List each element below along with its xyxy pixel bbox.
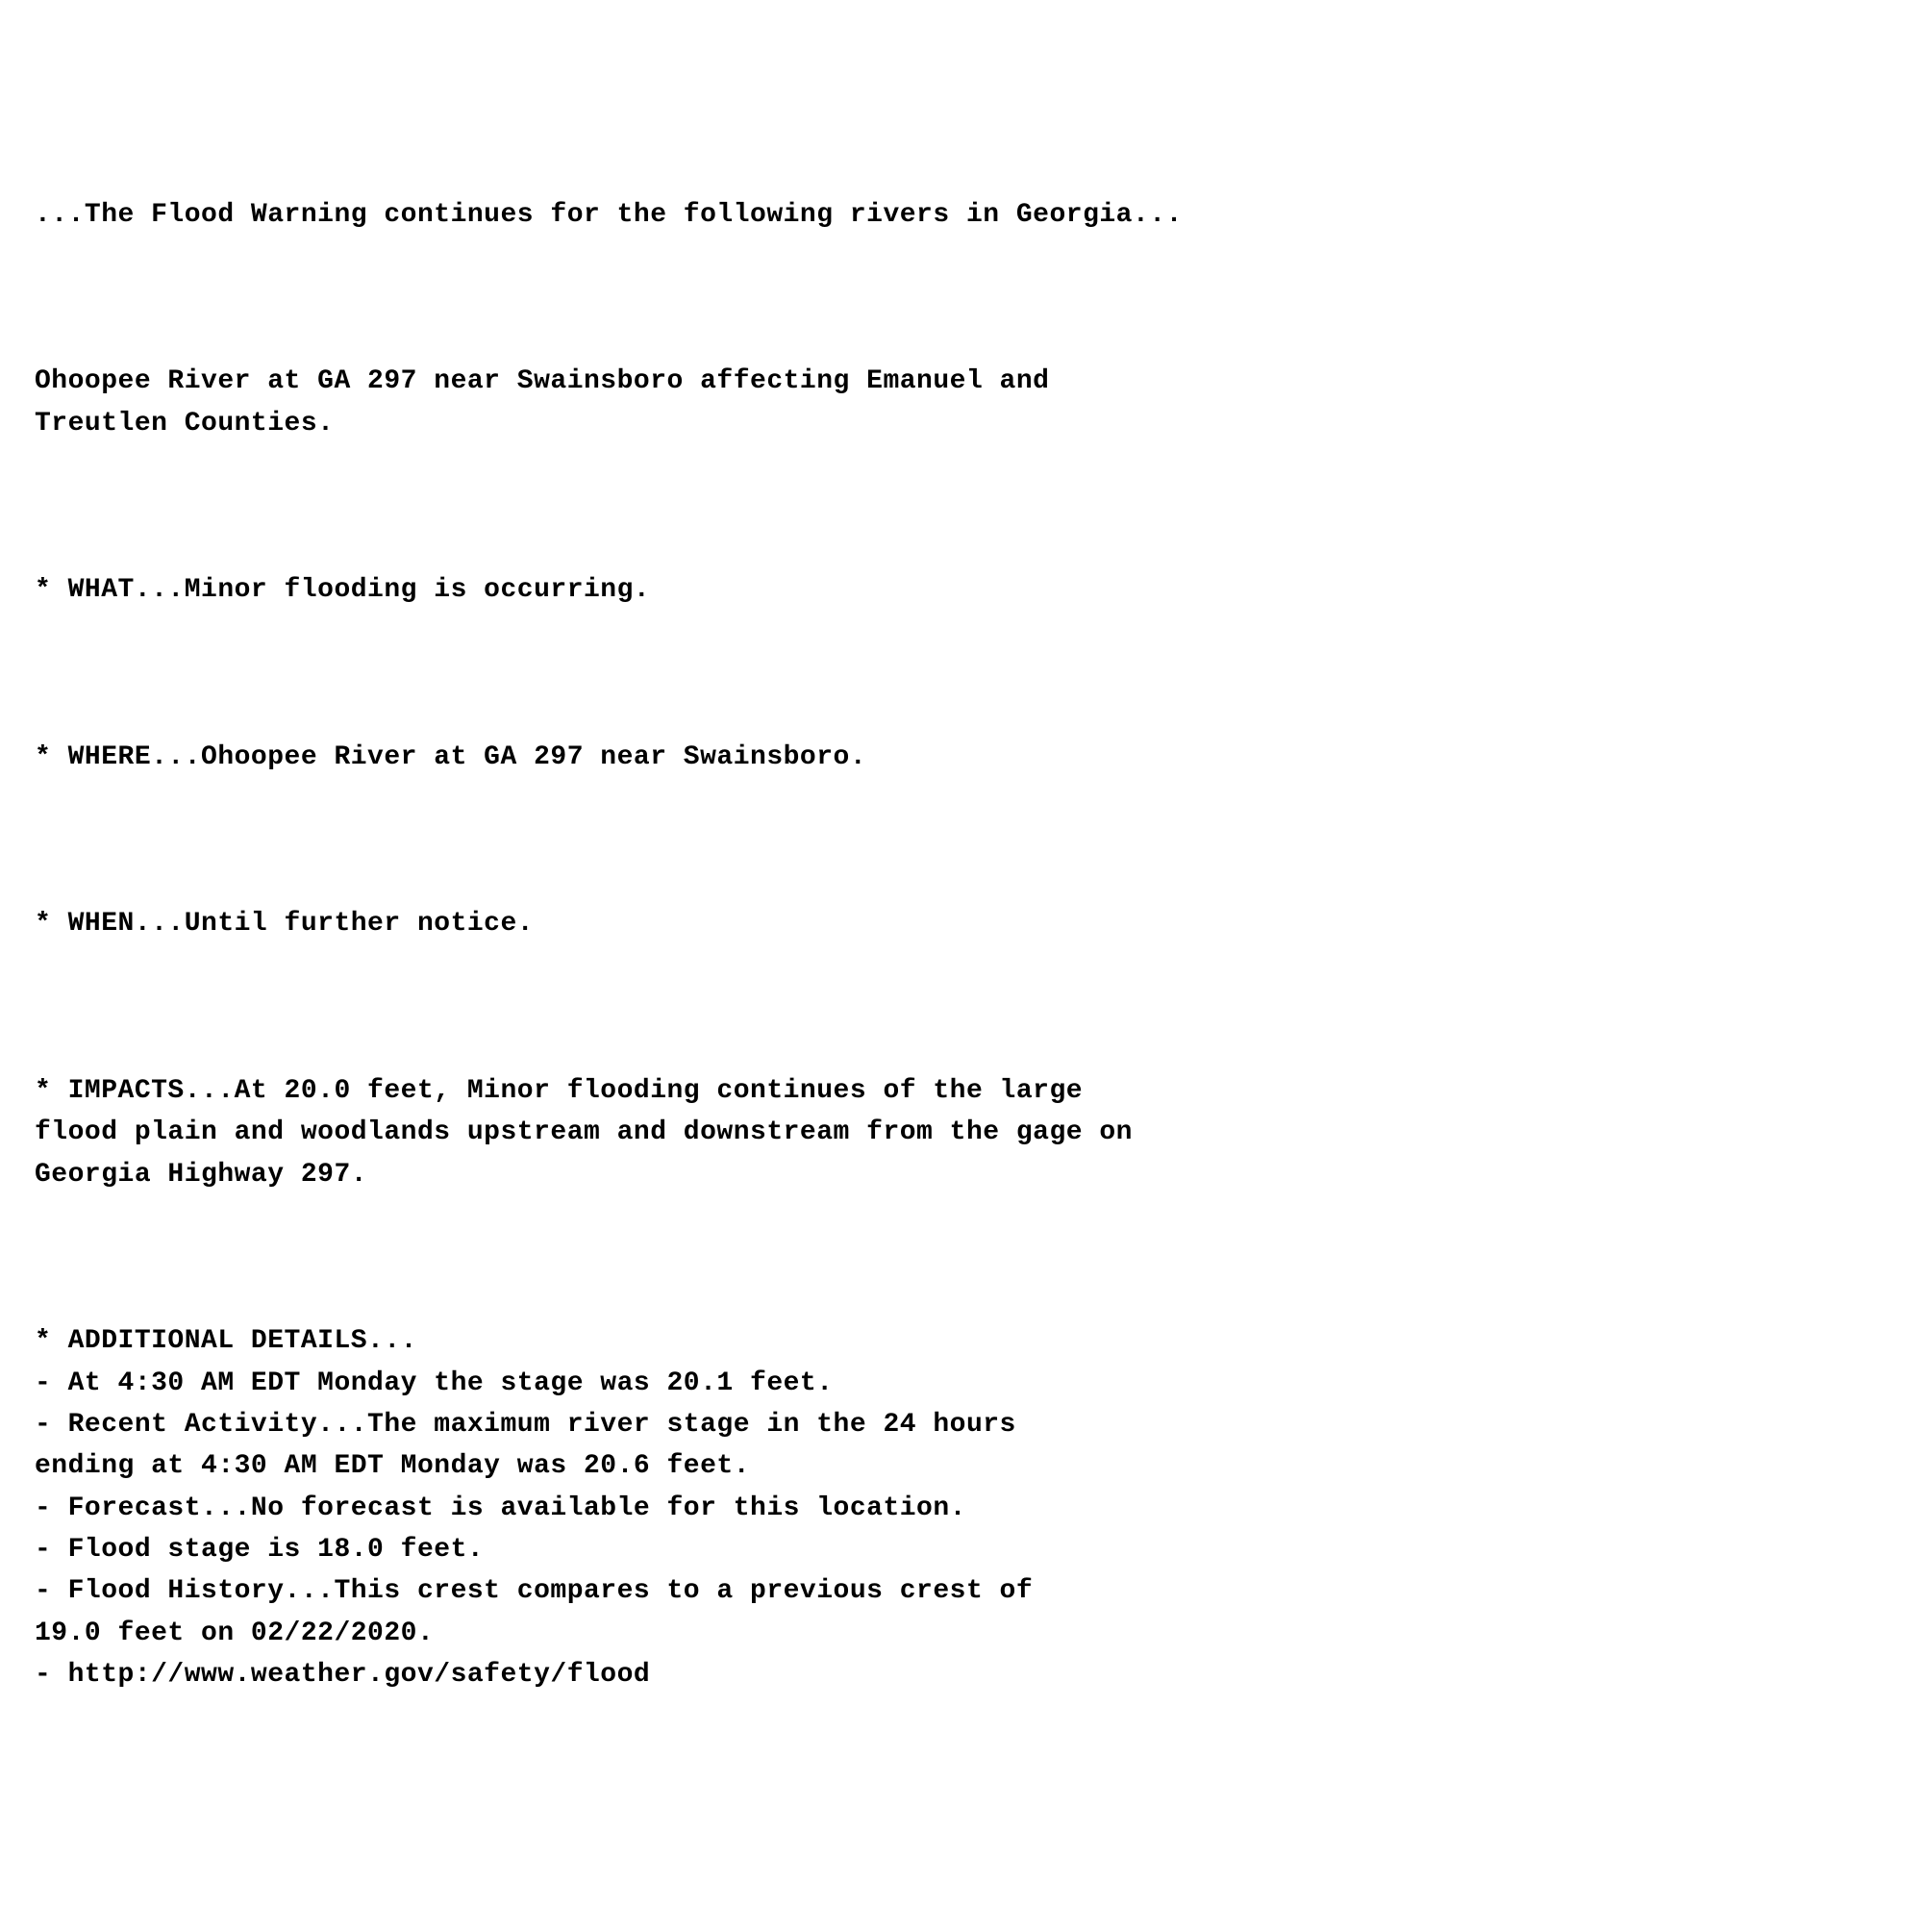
section-where: * WHERE...Ohoopee River at GA 297 near S… (35, 737, 1888, 778)
section-what: * WHAT...Minor flooding is occurring. (35, 569, 1888, 611)
section-impacts: * IMPACTS...At 20.0 feet, Minor flooding… (35, 1070, 1888, 1195)
blank-line (35, 653, 1888, 694)
blank-line (35, 1237, 1888, 1278)
blank-line (35, 987, 1888, 1028)
warning-headline: ...The Flood Warning continues for the f… (35, 194, 1888, 236)
blank-line (35, 486, 1888, 527)
blank-line (35, 277, 1888, 318)
section-additional-details: * ADDITIONAL DETAILS... - At 4:30 AM EDT… (35, 1320, 1888, 1696)
blank-line (35, 819, 1888, 861)
section-when: * WHEN...Until further notice. (35, 903, 1888, 944)
location-summary: Ohoopee River at GA 297 near Swainsboro … (35, 361, 1888, 444)
